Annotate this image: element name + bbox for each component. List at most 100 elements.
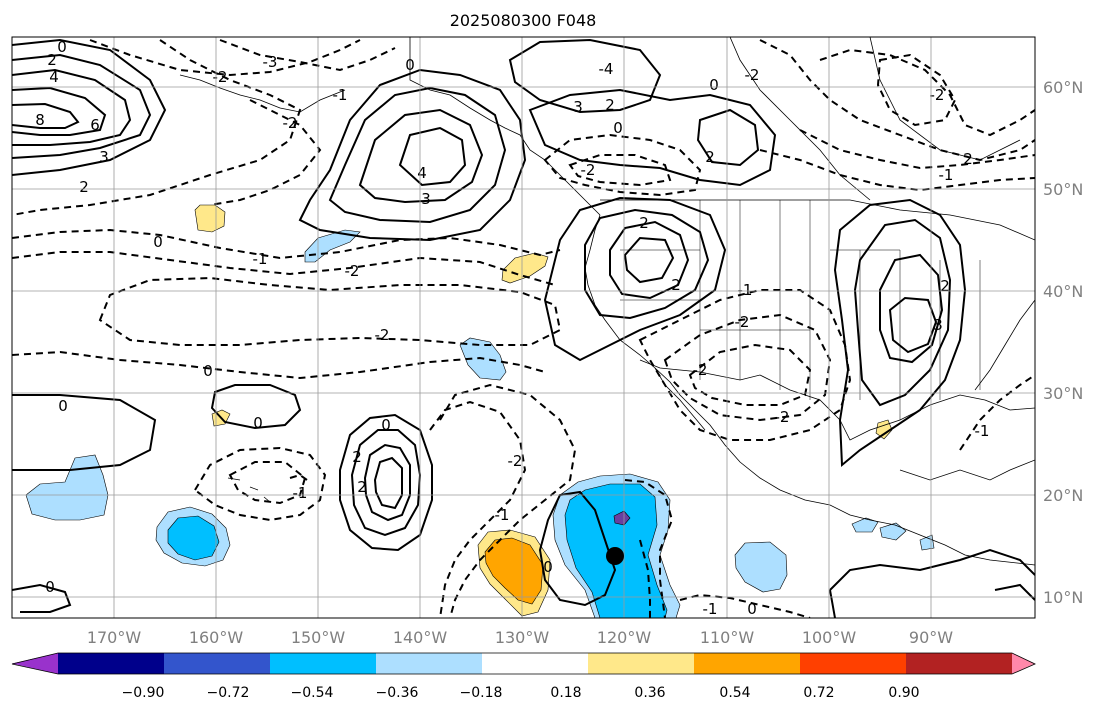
colorbar-segments (12, 653, 1035, 674)
contour-label: -1 (703, 600, 718, 618)
baja-california (654, 367, 706, 431)
storm-center-marker (606, 547, 624, 565)
contour-label: 4 (49, 68, 59, 86)
contour-pos-alaska-3 (358, 108, 484, 204)
colorbar-segment (164, 653, 271, 674)
contour-label: 0 (253, 414, 263, 432)
lon-label-120w: 120°W (597, 628, 652, 647)
map-panel: 0 2 4 8 6 3 2 -3 -2 0 4 3 2 3 -1 -2 0 -2… (12, 37, 1035, 618)
colorbar-segment (270, 653, 377, 674)
contour-label: -2 (375, 326, 390, 344)
contour-neg-pac-8 (439, 383, 577, 618)
colorbar-segment (906, 653, 1013, 674)
contour-neg-pac-7 (289, 473, 311, 483)
shade-yellow-1 (194, 204, 226, 233)
contour-label: 0 (709, 76, 719, 94)
colorbar-segment (12, 653, 58, 674)
contour-neg-se-1 (959, 374, 1035, 451)
contour-label: 0 (543, 558, 553, 576)
contour-pos-w3 (12, 68, 132, 146)
colorbar-segment (58, 653, 165, 674)
contour-label: 2 (605, 96, 615, 114)
contour-pos-east-us-3 (879, 253, 944, 364)
contour-neg-ne-4 (759, 149, 1035, 192)
colorbar-labels: −0.90 −0.72 −0.54 −0.36 −0.18 0.18 0.36 … (122, 685, 920, 701)
contour-label: 2 (963, 150, 973, 168)
contour-label: 0 (381, 416, 391, 434)
contour-neg-gulf-2 (663, 313, 832, 422)
contour-label: -2 (508, 452, 523, 470)
contour-pos-alaska-4 (398, 126, 467, 187)
contour-label: -1 (293, 484, 308, 502)
contour-label: 2 (79, 178, 89, 196)
contour-pos-w2 (12, 53, 152, 159)
contour-label: 3 (573, 98, 583, 116)
contour-label: 0 (613, 119, 623, 137)
lat-label-60n: 60°N (1043, 78, 1083, 97)
lat-label-40n: 40°N (1043, 282, 1083, 301)
lon-label-90w: 90°W (909, 628, 953, 647)
contour-pos-alaska-2 (328, 86, 507, 224)
contour-pos-central-pac-2 (350, 429, 422, 537)
contour-label: -2 (745, 66, 760, 84)
contour-label: 0 (58, 397, 68, 415)
shade-yellow-4 (875, 419, 893, 440)
contour-pos-west-us-3 (609, 220, 690, 300)
contour-label: -2 (581, 161, 596, 179)
contour-neg-ne-2 (819, 48, 1035, 137)
colorbar-segment (376, 653, 483, 674)
lat-label-10n: 10°N (1043, 588, 1083, 607)
contour-pos-alaska-1 (298, 68, 527, 242)
lat-label-20n: 20°N (1043, 486, 1083, 505)
contour-neg-n3 (219, 39, 396, 72)
contour-label: 3 (99, 148, 109, 166)
latitude-labels: 60°N 50°N 40°N 30°N 20°N 10°N (1043, 78, 1083, 607)
contour-neg-south-2 (639, 539, 651, 618)
coastlines (179, 37, 1035, 566)
contour-label: -1 (738, 281, 753, 299)
contour-label: -1 (495, 506, 510, 524)
contour-label: -1 (939, 166, 954, 184)
colorbar-segment (588, 653, 695, 674)
contour-label: 0 (203, 362, 213, 380)
contour-pos-w1 (12, 38, 167, 176)
contour-label: 8 (35, 111, 45, 129)
contour-label: 2 (671, 276, 681, 294)
contour-neg-pac-3 (98, 276, 562, 346)
colorbar-label: −0.90 (122, 685, 165, 701)
colorbar-label: −0.54 (291, 685, 334, 701)
contour-neg-ne-5 (799, 129, 1035, 170)
contour-label: 3 (421, 190, 431, 208)
longitude-labels: 170°W 160°W 150°W 140°W 130°W 120°W 110°… (87, 628, 953, 647)
contour-pos-central-pac-1 (339, 413, 433, 552)
contour-label: -1 (333, 86, 348, 104)
shade-lightblue-3 (25, 454, 109, 521)
contour-label: 2 (940, 277, 950, 295)
contour-neg-canada-2 (568, 154, 672, 187)
colorbar-segment (1012, 653, 1035, 674)
east-coast (974, 299, 1035, 391)
contour-label: 2 (639, 214, 649, 232)
contour-pos-canada-1 (508, 38, 662, 114)
us-mexico-border (639, 359, 841, 421)
colorbar-outline (11, 652, 1036, 675)
contour-label: -2 (345, 262, 360, 280)
contour-neg-gulf (638, 289, 852, 441)
contour-zero-w2 (210, 384, 302, 430)
contour-neg-south-1 (624, 479, 674, 618)
contour-label: 6 (90, 116, 100, 134)
contour-zero-se (829, 548, 1035, 618)
contour-labels: 0 2 4 8 6 3 2 -3 -2 0 4 3 2 3 -1 -2 0 -2… (35, 38, 989, 618)
contour-neg-gulf-3 (688, 343, 812, 406)
shade-blue-1 (167, 515, 220, 561)
gridlines (12, 37, 1035, 618)
shade-lightblue-5 (734, 541, 788, 593)
contour-label: 3 (933, 316, 943, 334)
lon-label-100w: 100°W (802, 628, 857, 647)
contour-label: 0 (45, 578, 55, 596)
shade-lightblue-8 (919, 534, 935, 551)
contour-label: 2 (357, 478, 367, 496)
contour-label: 0 (153, 233, 163, 251)
contour-label: -2 (283, 114, 298, 132)
colorbar-label: 0.36 (634, 685, 665, 701)
